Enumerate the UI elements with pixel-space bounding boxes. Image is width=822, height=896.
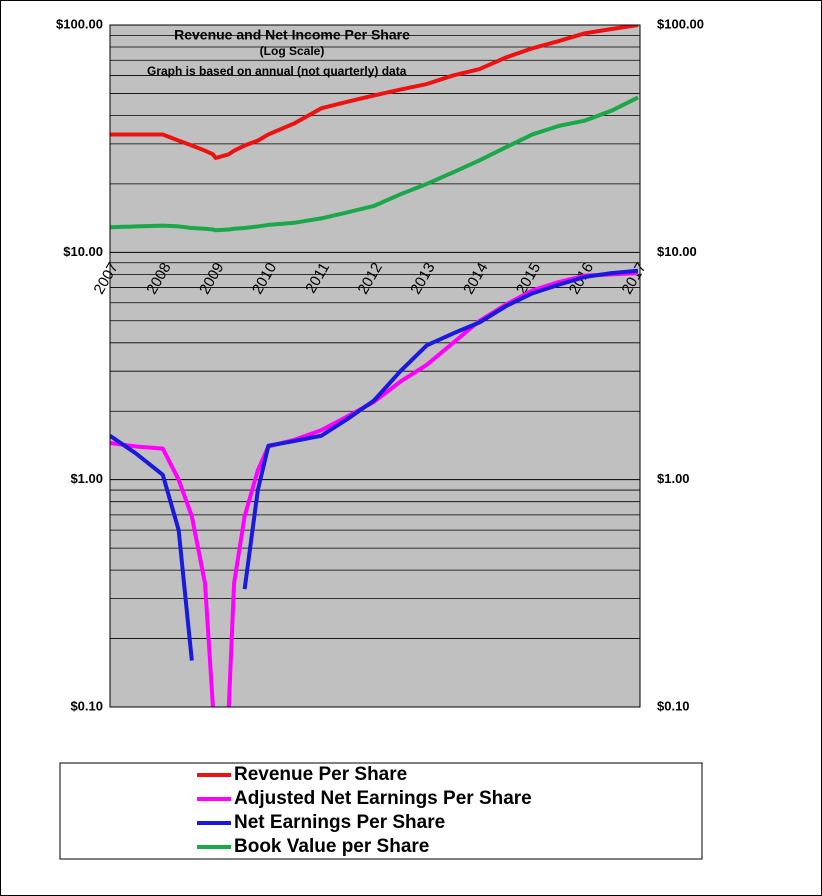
y2-tick-label: $100.00 xyxy=(657,16,704,31)
legend-box xyxy=(59,762,703,860)
legend-label: Net Earnings Per Share xyxy=(234,812,445,833)
y2-tick-label: $0.10 xyxy=(657,698,690,713)
y2-tick-label: $10.00 xyxy=(657,244,697,259)
series-lines xyxy=(110,25,639,707)
y-tick-label: $10.00 xyxy=(63,244,103,259)
series-line xyxy=(110,268,639,661)
grid xyxy=(110,24,640,708)
chart-title: Revenue and Net Income Per Share xyxy=(174,27,410,43)
legend-label: Adjusted Net Earnings Per Share xyxy=(234,788,532,809)
legend-label: Book Value per Share xyxy=(234,836,429,857)
y-tick-label: $0.10 xyxy=(70,698,103,713)
annotation: Graph is based on annual (not quarterly)… xyxy=(147,64,407,78)
legend: Revenue Per Share Adjusted Net Earnings P… xyxy=(197,764,532,857)
plot-area xyxy=(110,25,640,707)
chart-subtitle: (Log Scale) xyxy=(260,44,325,58)
y2-tick-label: $1.00 xyxy=(657,471,690,486)
y-tick-label: $100.00 xyxy=(56,16,103,31)
y-tick-label: $1.00 xyxy=(70,471,103,486)
series-line xyxy=(110,25,639,160)
series-line xyxy=(110,95,639,233)
legend-label: Revenue Per Share xyxy=(234,764,407,785)
series-line xyxy=(110,271,639,707)
plot-border xyxy=(109,24,641,708)
